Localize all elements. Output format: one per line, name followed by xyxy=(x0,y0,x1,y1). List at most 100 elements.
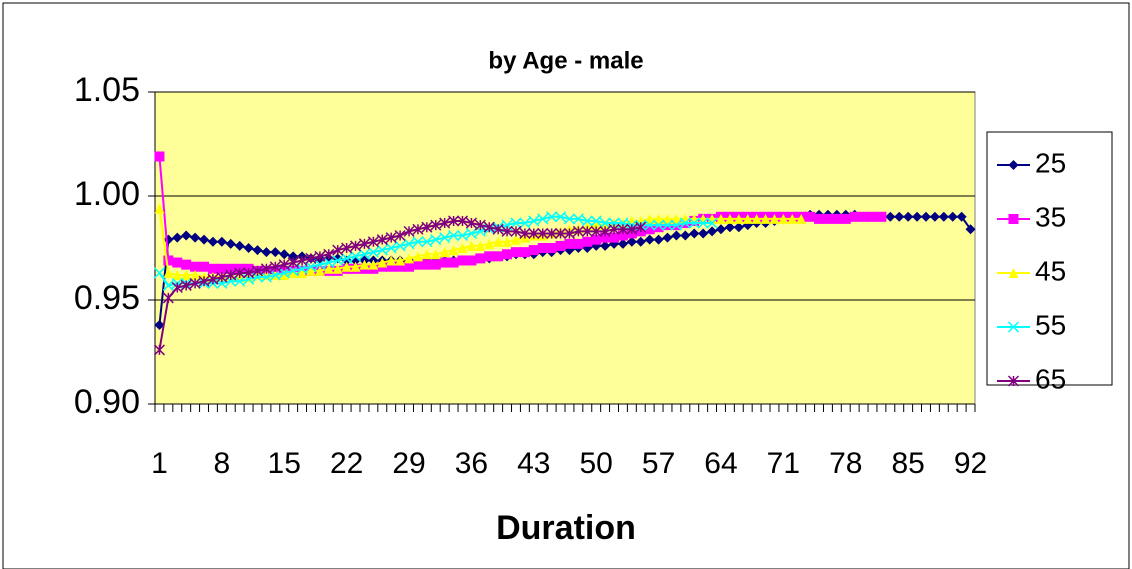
marker xyxy=(608,223,620,235)
marker xyxy=(430,219,442,231)
marker xyxy=(876,211,887,222)
marker xyxy=(653,219,665,231)
marker xyxy=(528,215,540,227)
marker xyxy=(778,213,789,224)
legend-label: 35 xyxy=(1035,201,1066,232)
marker xyxy=(510,225,522,237)
marker xyxy=(555,240,566,251)
marker xyxy=(243,243,254,253)
marker xyxy=(662,213,673,224)
marker xyxy=(626,223,638,235)
marker xyxy=(367,236,379,248)
marker xyxy=(395,255,406,266)
marker xyxy=(287,265,299,277)
marker xyxy=(849,211,860,222)
marker xyxy=(697,217,709,229)
legend-label: 25 xyxy=(1035,147,1066,178)
marker xyxy=(172,270,183,281)
marker xyxy=(635,236,646,247)
marker xyxy=(403,238,415,250)
marker xyxy=(279,249,290,260)
marker xyxy=(546,211,558,223)
marker xyxy=(234,240,245,251)
marker xyxy=(252,245,263,256)
marker xyxy=(912,211,923,222)
marker xyxy=(733,213,744,224)
marker xyxy=(760,213,771,224)
marker xyxy=(644,219,656,231)
marker xyxy=(493,236,504,247)
marker xyxy=(671,230,682,241)
marker xyxy=(805,211,816,222)
marker xyxy=(163,267,174,278)
marker xyxy=(297,267,308,278)
x-tick-label: 22 xyxy=(330,447,363,480)
marker xyxy=(903,211,914,222)
marker xyxy=(1008,214,1019,224)
x-tick-label: 57 xyxy=(642,447,675,480)
x-tick-label: 15 xyxy=(268,447,301,480)
marker xyxy=(644,213,655,224)
marker xyxy=(323,257,335,269)
x-axis-title: Duration xyxy=(496,509,636,547)
marker xyxy=(484,251,495,262)
marker xyxy=(439,257,450,268)
marker xyxy=(555,211,567,223)
marker xyxy=(617,223,629,235)
marker xyxy=(706,217,718,229)
marker xyxy=(386,261,397,272)
marker xyxy=(207,273,219,285)
marker xyxy=(537,243,548,253)
marker xyxy=(270,247,281,258)
marker xyxy=(190,232,201,243)
marker xyxy=(412,223,424,235)
marker xyxy=(199,261,210,272)
marker xyxy=(448,215,460,227)
x-tick-label: 29 xyxy=(392,447,425,480)
marker xyxy=(840,213,851,224)
marker xyxy=(350,261,361,272)
marker xyxy=(332,244,344,256)
series xyxy=(153,215,647,356)
marker xyxy=(787,213,798,224)
marker xyxy=(965,224,976,235)
marker xyxy=(501,225,513,237)
marker xyxy=(502,236,513,247)
marker xyxy=(465,217,477,229)
marker xyxy=(599,225,611,237)
x-tick-label: 71 xyxy=(767,447,800,480)
marker xyxy=(1007,375,1020,387)
marker xyxy=(483,221,495,233)
marker xyxy=(662,232,673,243)
marker xyxy=(519,247,530,258)
marker xyxy=(190,270,201,281)
marker xyxy=(644,234,655,245)
marker xyxy=(947,211,958,222)
marker xyxy=(269,269,281,281)
marker xyxy=(367,246,379,258)
legend-box xyxy=(986,131,1113,386)
marker xyxy=(314,259,326,271)
x-tick-label: 1 xyxy=(151,447,168,480)
marker xyxy=(528,227,540,239)
marker xyxy=(243,267,255,279)
marker xyxy=(546,243,557,253)
marker xyxy=(305,265,316,276)
marker xyxy=(260,271,272,283)
marker xyxy=(225,263,236,274)
marker xyxy=(323,248,335,260)
marker xyxy=(412,236,424,248)
chart-title: by Age - male xyxy=(488,47,643,74)
marker xyxy=(163,255,174,266)
marker xyxy=(421,221,433,233)
marker xyxy=(448,257,459,268)
marker xyxy=(688,217,700,229)
marker xyxy=(484,238,495,249)
marker xyxy=(288,267,299,278)
marker xyxy=(510,234,521,245)
marker xyxy=(796,213,807,224)
marker xyxy=(724,222,735,233)
marker xyxy=(439,247,450,258)
marker xyxy=(385,242,397,254)
y-tick-label: 1.05 xyxy=(74,71,140,109)
